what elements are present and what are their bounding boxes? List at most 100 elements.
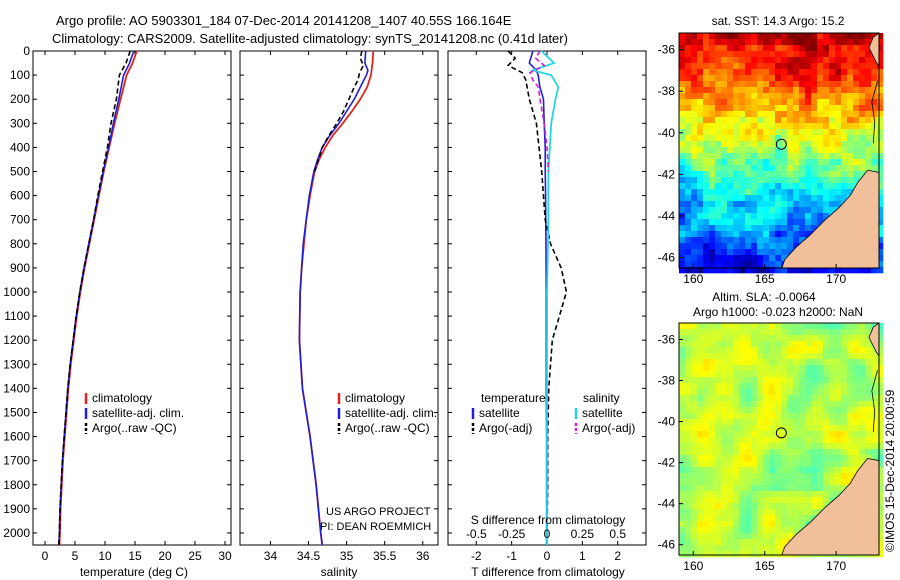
map-cell — [811, 449, 818, 456]
map-cell — [733, 219, 740, 226]
map-cell — [847, 63, 854, 70]
map-cell — [727, 395, 734, 402]
map-cell — [823, 365, 830, 372]
map-cell — [739, 207, 746, 214]
map-cell — [781, 183, 788, 190]
map-cell — [685, 533, 692, 540]
map-cell — [715, 347, 722, 354]
map-cell — [721, 329, 728, 336]
map-cell — [871, 353, 878, 360]
map-cell — [781, 359, 788, 366]
map-cell — [841, 473, 848, 480]
map-cell — [805, 497, 812, 504]
map-cell — [817, 359, 824, 366]
map-cell — [787, 117, 794, 124]
map-cell — [841, 371, 848, 378]
map-cell — [775, 473, 782, 480]
map-cell — [799, 449, 806, 456]
map-cell — [757, 485, 764, 492]
map-cell — [805, 105, 812, 112]
sla-map-panel: 160 165 170-36-38-40-42-44-46 — [658, 322, 884, 573]
legend-label: Argo(..raw -QC) — [345, 421, 430, 435]
map-cell — [775, 93, 782, 100]
map-cell — [799, 353, 806, 360]
map-cell — [721, 207, 728, 214]
map-cell — [739, 69, 746, 76]
map-cell — [745, 329, 752, 336]
map-cell — [877, 183, 884, 190]
map-cell — [739, 527, 746, 534]
map-cell — [733, 425, 740, 432]
map-cell — [793, 425, 800, 432]
map-cell — [739, 407, 746, 414]
map-cell — [721, 267, 728, 274]
map-cell — [745, 497, 752, 504]
map-cell — [865, 389, 872, 396]
map-cell — [739, 491, 746, 498]
map-cell — [703, 545, 710, 552]
map-cell — [721, 69, 728, 76]
map-cell — [823, 195, 830, 202]
map-cell — [709, 533, 716, 540]
map-cell — [763, 255, 770, 262]
map-cell — [715, 63, 722, 70]
map-cell — [709, 371, 716, 378]
map-cell — [691, 437, 698, 444]
map-cell — [847, 329, 854, 336]
map-cell — [745, 545, 752, 552]
map-cell — [865, 455, 872, 462]
map-cell — [715, 455, 722, 462]
temperature-xlabel: temperature (deg C) — [80, 565, 188, 579]
map-cell — [769, 153, 776, 160]
map-cell — [763, 377, 770, 384]
map-cell — [811, 63, 818, 70]
map-cell — [739, 87, 746, 94]
map-cell — [835, 141, 842, 148]
map-cell — [847, 141, 854, 148]
map-cell — [865, 395, 872, 402]
map-cell — [853, 341, 860, 348]
map-cell — [703, 335, 710, 342]
map-cell — [787, 425, 794, 432]
map-cell — [817, 57, 824, 64]
map-cell — [757, 189, 764, 196]
map-cell — [769, 431, 776, 438]
map-cell — [715, 99, 722, 106]
map-cell — [751, 413, 758, 420]
map-cell — [823, 335, 830, 342]
map-cell — [691, 455, 698, 462]
map-cell — [823, 81, 830, 88]
map-cell — [781, 237, 788, 244]
map-cell — [763, 51, 770, 58]
map-cell — [721, 177, 728, 184]
depth-tick-label: 1100 — [4, 309, 30, 323]
map-cell — [817, 479, 824, 486]
map-cell — [811, 39, 818, 46]
map-cell — [727, 341, 734, 348]
map-cell — [757, 225, 764, 232]
map-cell — [733, 33, 740, 40]
map-cell — [685, 165, 692, 172]
map-cell — [811, 503, 818, 510]
map-cell — [865, 347, 872, 354]
map-cell — [787, 533, 794, 540]
map-cell — [811, 359, 818, 366]
map-cell — [733, 99, 740, 106]
map-cell — [679, 153, 686, 160]
map-cell — [745, 491, 752, 498]
map-cell — [757, 63, 764, 70]
depth-tick-label: 700 — [10, 213, 30, 227]
map-cell — [805, 63, 812, 70]
map-cell — [733, 365, 740, 372]
map-cell — [793, 75, 800, 82]
map-cell — [727, 329, 734, 336]
map-cell — [757, 219, 764, 226]
map-cell — [775, 153, 782, 160]
s-difference-label: S difference from climatology — [471, 513, 626, 527]
coastline — [871, 80, 878, 144]
map-cell — [739, 153, 746, 160]
map-cell — [787, 455, 794, 462]
map-cell — [727, 545, 734, 552]
map-cell — [733, 503, 740, 510]
map-cell — [727, 87, 734, 94]
